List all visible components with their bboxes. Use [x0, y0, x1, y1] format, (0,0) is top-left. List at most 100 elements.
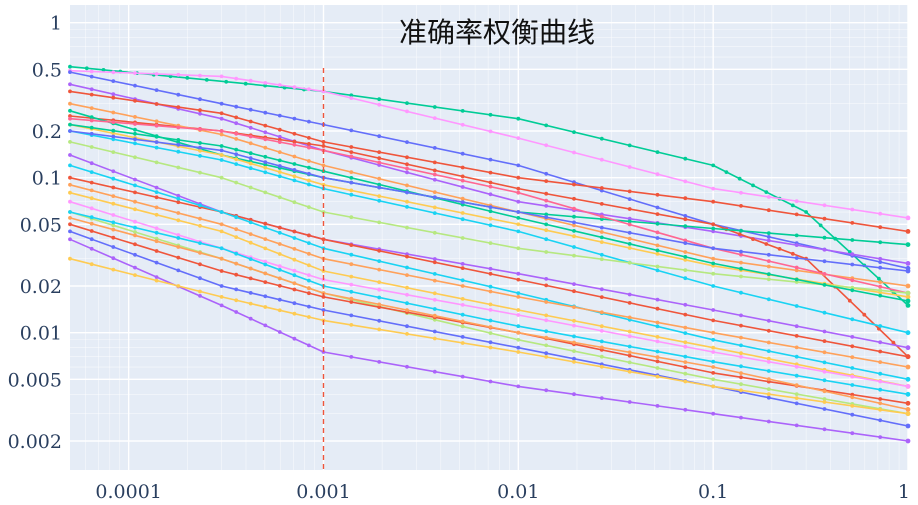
series-point	[432, 260, 437, 265]
series-point	[111, 92, 116, 97]
series-point	[711, 246, 716, 251]
series-point	[263, 154, 268, 159]
series-point	[572, 206, 576, 211]
series-point	[572, 229, 576, 233]
series-point	[877, 276, 881, 281]
series-point	[794, 324, 799, 329]
series-point	[349, 313, 354, 318]
series-point	[516, 229, 521, 234]
series-point	[349, 252, 354, 257]
series-18	[68, 182, 911, 370]
series-point	[432, 336, 437, 341]
series-point	[263, 160, 268, 165]
series-point	[292, 301, 297, 306]
series-point	[655, 297, 660, 302]
series-point	[377, 160, 382, 165]
series-point	[321, 182, 326, 187]
series-point	[224, 79, 229, 84]
series-point	[822, 259, 827, 264]
series-point	[766, 328, 771, 333]
series-11	[68, 129, 911, 336]
series-point	[878, 401, 883, 406]
series-point	[405, 292, 409, 297]
series-point	[572, 150, 576, 155]
series-point	[711, 365, 716, 369]
series-point	[154, 160, 159, 165]
series-point	[377, 220, 382, 225]
series-point	[905, 376, 911, 382]
series-point	[432, 297, 437, 302]
series-point	[794, 243, 799, 248]
series-point	[89, 196, 94, 201]
series-point	[234, 157, 239, 162]
series-point	[263, 83, 267, 88]
series-point	[822, 378, 827, 383]
series-point	[878, 371, 883, 376]
series-point	[850, 238, 855, 242]
series-point	[133, 265, 137, 270]
series-point	[84, 66, 89, 71]
series-point	[68, 140, 72, 144]
series-16	[68, 175, 911, 360]
series-line	[69, 176, 909, 358]
series-point	[627, 353, 632, 358]
series-point	[307, 343, 311, 348]
series-point	[248, 125, 253, 130]
series-point	[572, 182, 576, 187]
series-point	[627, 236, 632, 241]
series-5	[68, 89, 911, 234]
series-point	[516, 295, 521, 299]
series-point	[627, 369, 632, 374]
series-point	[764, 242, 769, 246]
series-point	[198, 216, 202, 221]
series-point	[544, 318, 549, 323]
series-point	[68, 116, 72, 121]
series-point	[905, 423, 911, 429]
series-point	[263, 165, 268, 170]
series-point	[544, 388, 549, 393]
series-point	[292, 162, 297, 166]
series-point	[599, 157, 604, 162]
series-point	[683, 255, 688, 259]
series-point	[377, 287, 382, 292]
series-point	[432, 313, 437, 318]
series-point	[277, 134, 282, 139]
series-point	[804, 210, 808, 214]
series-point	[878, 349, 883, 354]
series-point	[905, 354, 911, 360]
series-point	[544, 212, 549, 217]
series-point	[544, 300, 549, 304]
series-point	[349, 355, 354, 359]
series-point	[204, 78, 209, 82]
series-point	[68, 199, 72, 204]
series-point	[544, 283, 549, 288]
series-point	[111, 223, 116, 228]
series-point	[655, 374, 660, 379]
series-point	[377, 327, 382, 332]
series-point	[683, 379, 688, 384]
series-point	[133, 252, 137, 257]
series-point	[219, 256, 224, 261]
series-point	[263, 280, 268, 284]
series-point	[432, 190, 437, 195]
series-point	[599, 339, 604, 344]
series-point	[133, 98, 137, 103]
series-point	[822, 339, 827, 343]
series-point	[739, 290, 743, 295]
series-point	[89, 87, 94, 92]
series-point	[766, 259, 771, 263]
series-point	[89, 170, 94, 175]
series-point	[544, 143, 549, 148]
series-point	[766, 360, 771, 364]
series-14	[68, 129, 911, 274]
series-point	[572, 323, 576, 328]
series-point	[822, 350, 827, 355]
series-point	[277, 242, 282, 246]
series-point	[234, 131, 239, 136]
series-point	[488, 331, 493, 335]
series-point	[794, 354, 799, 359]
series-point	[599, 354, 604, 359]
series-point	[176, 245, 181, 249]
series-point	[460, 312, 465, 317]
series-point	[307, 205, 311, 210]
